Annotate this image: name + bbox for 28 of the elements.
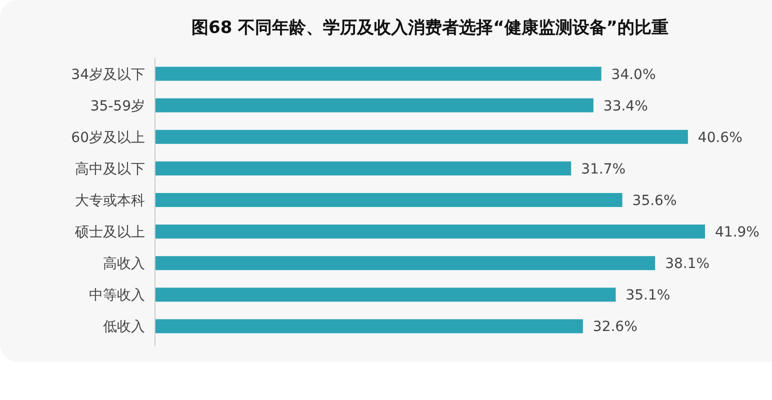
bar (155, 130, 688, 144)
bar (155, 193, 622, 207)
bar (155, 288, 616, 302)
data-label: 34.0% (611, 66, 656, 83)
bar (155, 161, 572, 176)
y-tick-label: 低收入 (103, 319, 145, 336)
data-label: 38.1% (665, 256, 710, 272)
y-tick-label: 大专或本科 (75, 193, 145, 209)
bar (155, 98, 594, 112)
data-label: 32.6% (592, 319, 638, 336)
data-label: 35.6% (632, 193, 677, 209)
y-tick-label: 中等收入 (89, 288, 145, 304)
chart-title: 图68 不同年龄、学历及收入消费者选择“健康监测设备”的比重 (192, 18, 668, 38)
bar (155, 256, 656, 270)
data-label: 31.7% (581, 161, 626, 178)
data-label: 41.9% (715, 224, 760, 241)
bar (155, 319, 583, 334)
data-label: 35.1% (626, 288, 670, 304)
bar (155, 66, 602, 81)
y-tick-label: 硕士及以上 (74, 224, 145, 241)
y-tick-label: 34岁及以下 (71, 66, 145, 83)
data-label: 33.4% (603, 98, 648, 114)
data-label: 40.6% (698, 130, 742, 146)
y-tick-label: 35-59岁 (90, 98, 145, 114)
y-tick-label: 高收入 (103, 256, 145, 272)
bar (155, 224, 705, 239)
y-tick-label: 60岁及以上 (71, 130, 145, 146)
y-tick-label: 高中及以下 (75, 161, 145, 178)
